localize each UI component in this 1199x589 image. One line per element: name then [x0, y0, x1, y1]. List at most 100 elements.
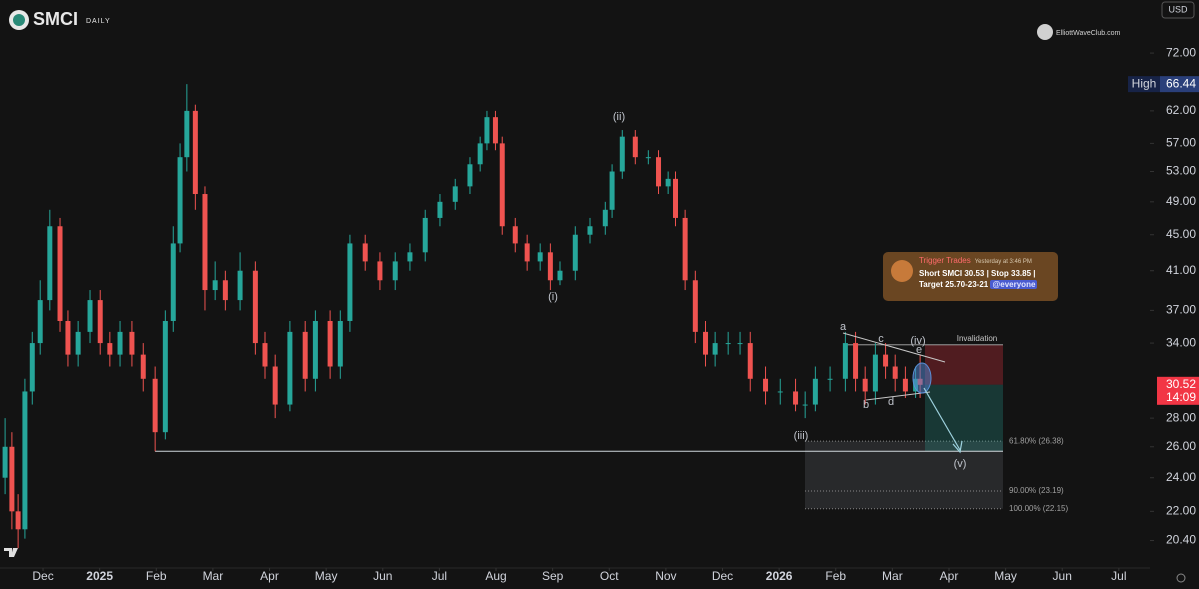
y-tick-label: 72.00: [1166, 45, 1196, 59]
candle-body: [499, 143, 505, 227]
candle-body: [212, 280, 218, 291]
x-tick-label: Sep: [542, 569, 564, 583]
y-tick-label: 28.00: [1166, 410, 1196, 424]
x-tick-label: Dec: [712, 569, 733, 583]
candle-body: [547, 252, 553, 281]
y-tick-label: 37.00: [1166, 303, 1196, 317]
candle-body: [302, 331, 308, 379]
candle-body: [853, 343, 859, 379]
mention: @everyone: [990, 280, 1038, 289]
candle-body: [737, 343, 743, 345]
candle-body: [537, 252, 543, 262]
target-zone: [925, 384, 1003, 452]
y-tick-label: 45.00: [1166, 227, 1196, 241]
candle-body: [619, 136, 625, 172]
candle-body: [117, 331, 123, 355]
wave-label: (iii): [794, 430, 809, 442]
candle-body: [37, 300, 43, 344]
x-tick-label: Apr: [940, 569, 959, 583]
candle-body: [9, 446, 15, 512]
candle-body: [437, 201, 443, 218]
x-tick-label: Mar: [203, 569, 224, 583]
last-price-badge: [1157, 376, 1199, 405]
message-author: Trigger Trades: [919, 256, 971, 265]
candle-body: [15, 511, 21, 530]
candle-body: [57, 226, 63, 321]
candle-body: [524, 243, 530, 262]
trend-line: [842, 332, 946, 363]
candle-body: [2, 446, 8, 478]
candle-body: [272, 366, 278, 405]
stop-zone: [925, 344, 1003, 385]
invalidation-label: Invalidation: [957, 334, 997, 343]
candle-body: [862, 378, 868, 392]
candle-body: [673, 178, 679, 218]
currency[interactable]: USD: [1168, 4, 1188, 14]
candle-body: [452, 186, 458, 202]
high-value-badge: [1160, 76, 1199, 93]
message-time: Yesterday at 3:46 PM: [974, 259, 1032, 265]
candle-body: [129, 331, 135, 355]
x-tick-label: Feb: [825, 569, 846, 583]
high-badge: [1128, 76, 1160, 93]
fib-label: 90.00% (23.19): [1009, 486, 1064, 495]
wave-label: b: [863, 399, 869, 411]
candle-body: [892, 366, 898, 379]
candle-body: [793, 391, 799, 405]
x-tick-label: 2026: [766, 569, 793, 583]
settings-icon[interactable]: [1176, 573, 1186, 583]
candle-body: [65, 320, 71, 355]
candle-body: [392, 261, 398, 281]
y-tick-label: 57.00: [1166, 136, 1196, 150]
wave-label: (v): [954, 458, 967, 470]
wave-label: e: [916, 344, 922, 356]
candle-body: [763, 378, 769, 392]
x-tick-label: Nov: [655, 569, 676, 583]
y-tick-label: 26.00: [1166, 439, 1196, 453]
candle-body: [407, 252, 413, 262]
candle-body: [703, 331, 709, 355]
wave-label: d: [888, 396, 894, 408]
candle-body: [202, 194, 208, 291]
y-tick-label: 34.00: [1166, 335, 1196, 349]
candle-body: [22, 391, 28, 530]
y-tick-label: 20.40: [1166, 533, 1196, 547]
candle-body: [632, 136, 638, 158]
wave-label: (ii): [613, 111, 625, 123]
fib-label: 100.00% (22.15): [1009, 504, 1068, 513]
candle-body: [802, 404, 808, 406]
candle-body: [477, 143, 483, 165]
candle-body: [692, 280, 698, 332]
candle-body: [842, 343, 848, 379]
candle-body: [29, 343, 35, 392]
candle-body: [725, 343, 731, 345]
candle-body: [602, 209, 608, 227]
x-tick-label: Apr: [260, 569, 279, 583]
watermark: ElliottWaveClub.com: [1056, 30, 1120, 37]
y-tick-label: 22.00: [1166, 504, 1196, 518]
candle-body: [97, 300, 103, 344]
wave-label: (iv): [910, 335, 925, 347]
x-tick-label: Jul: [432, 569, 447, 583]
projection-arrow: [923, 387, 961, 451]
candle-body: [337, 320, 343, 367]
candle-body: [262, 343, 268, 367]
candle-body: [812, 378, 818, 405]
candle-body: [222, 280, 228, 301]
candle-body: [47, 226, 53, 301]
candle-body: [347, 243, 353, 321]
candle-body: [572, 234, 578, 271]
candle-body: [777, 391, 783, 393]
x-tick-label: Dec: [32, 569, 53, 583]
candle-body: [312, 320, 318, 379]
x-tick-label: Jun: [373, 569, 392, 583]
message-card: Trigger Trades Yesterday at 3:46 PM Short…: [883, 252, 1058, 301]
ticker: SMCI: [33, 9, 78, 29]
wave-label: (i): [548, 291, 558, 303]
currency-box[interactable]: [1161, 1, 1195, 19]
logo-icon: [13, 14, 25, 26]
countdown: 14:09: [1166, 390, 1196, 404]
tv-logo[interactable]: [4, 548, 18, 557]
